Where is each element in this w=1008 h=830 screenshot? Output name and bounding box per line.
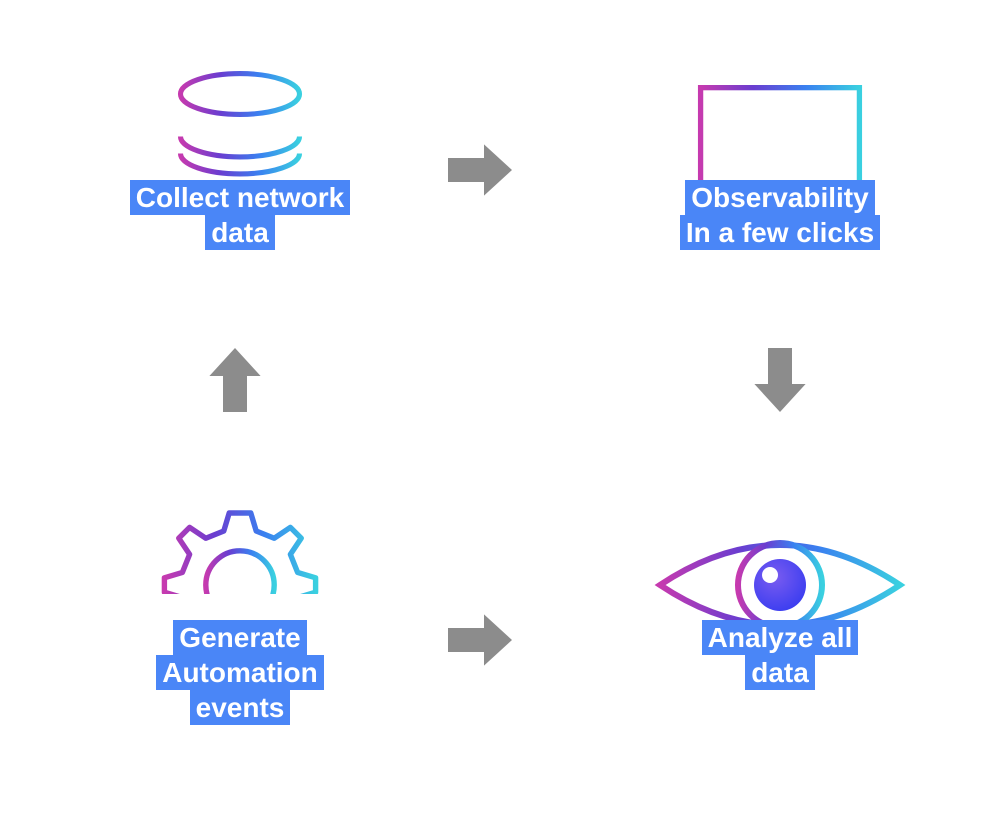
node-collect: Collect network data <box>110 60 370 250</box>
node-collect-label: Collect network data <box>130 180 350 250</box>
label-line: Automation <box>156 655 324 690</box>
label-line: Analyze all <box>702 620 859 655</box>
node-generate-label: Generate Automation events <box>156 620 324 725</box>
label-line: data <box>745 655 815 690</box>
node-analyze-label: Analyze all data <box>702 620 859 690</box>
arrow-right-icon <box>440 600 520 680</box>
label-line: data <box>205 215 275 250</box>
node-analyze: Analyze all data <box>640 500 920 690</box>
label-line: events <box>190 690 291 725</box>
node-observe-label: Observability In a few clicks <box>680 180 880 250</box>
label-line: Observability <box>685 180 874 215</box>
node-generate: Generate Automation events <box>110 500 370 725</box>
label-line: Collect network <box>130 180 350 215</box>
arrow-down-icon <box>740 340 820 420</box>
node-observe: Observability In a few clicks <box>640 60 920 250</box>
label-line: In a few clicks <box>680 215 880 250</box>
arrow-right-icon <box>440 130 520 210</box>
label-line: Generate <box>173 620 306 655</box>
arrow-up-icon <box>195 340 275 420</box>
